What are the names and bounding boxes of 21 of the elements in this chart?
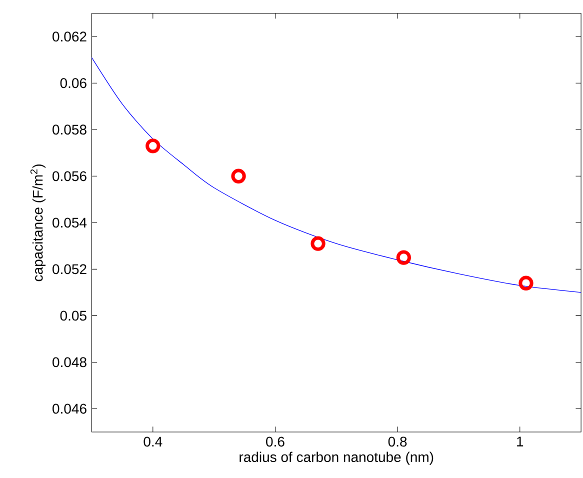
x-tick-label: 0.6: [266, 436, 284, 447]
x-tick-label: 0.8: [388, 436, 407, 447]
y-tick-label: 0.048: [52, 357, 86, 368]
y-tick-label: 0.062: [52, 32, 86, 42]
line-series: [91, 57, 582, 293]
y-tick-label: 0.06: [60, 78, 86, 88]
point: [396, 250, 412, 265]
y-tick-label: 0.058: [52, 124, 86, 135]
x-tick-label: 0.4: [144, 436, 162, 447]
point: [310, 236, 326, 251]
y-tick-label: 0.046: [52, 404, 86, 414]
y-tick-label: 0.05: [60, 310, 86, 321]
point: [146, 138, 160, 154]
y-axis-title: capacitance (F/m$^{2}$): [30, 164, 46, 282]
point: [518, 276, 534, 290]
x-axis-title: radius of carbon nanotube (nm): [240, 452, 434, 465]
y-tick-label: 0.052: [52, 264, 86, 274]
y-tick-label: 0.056: [52, 171, 86, 182]
x-tick-label: 1: [517, 436, 524, 446]
point: [231, 168, 246, 184]
y-tick-label: 0.054: [52, 218, 87, 228]
